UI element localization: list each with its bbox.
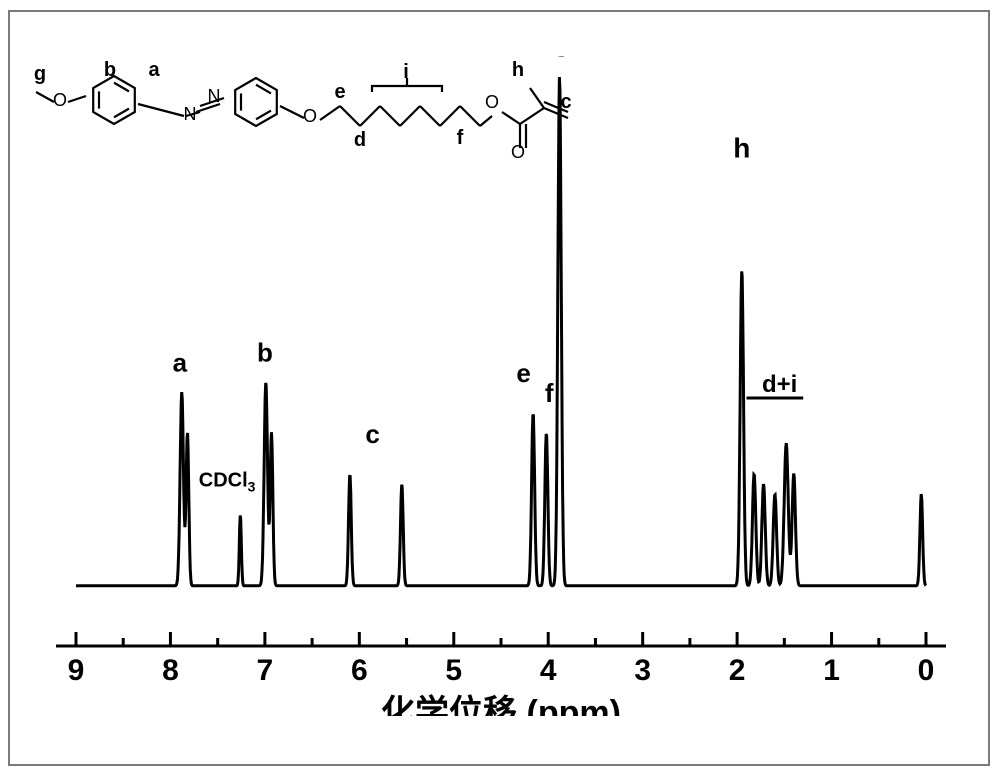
x-tick-label: 9 xyxy=(68,654,85,687)
x-tick-label: 2 xyxy=(729,654,746,687)
peak-label: a xyxy=(173,348,188,378)
peak-label: d+i xyxy=(762,371,797,398)
x-tick-label: 6 xyxy=(351,654,368,687)
peak-label: e xyxy=(516,358,530,388)
x-axis-label: 化学位移 (ppm) xyxy=(381,693,621,716)
x-tick-label: 1 xyxy=(823,654,840,687)
x-tick-label: 8 xyxy=(162,654,179,687)
peak-label: f xyxy=(545,378,554,408)
spectrum-trace xyxy=(76,77,926,586)
x-tick-label: 4 xyxy=(540,654,557,687)
peak-label: b xyxy=(257,337,273,367)
peak-label: h xyxy=(733,132,750,163)
x-tick-label: 5 xyxy=(445,654,462,687)
x-tick-label: 3 xyxy=(634,654,651,687)
peak-label: CDCl3 xyxy=(199,469,256,494)
x-tick-label: 7 xyxy=(257,654,274,687)
nmr-spectrum: 9 8 7 6 5 4 3 2 1 0 化学位移 (ppm) a CDCl3 b c ef g h d+i xyxy=(36,56,956,716)
x-tick-label: 0 xyxy=(918,654,935,687)
peak-label: g xyxy=(552,56,570,57)
peak-label: c xyxy=(365,419,379,449)
